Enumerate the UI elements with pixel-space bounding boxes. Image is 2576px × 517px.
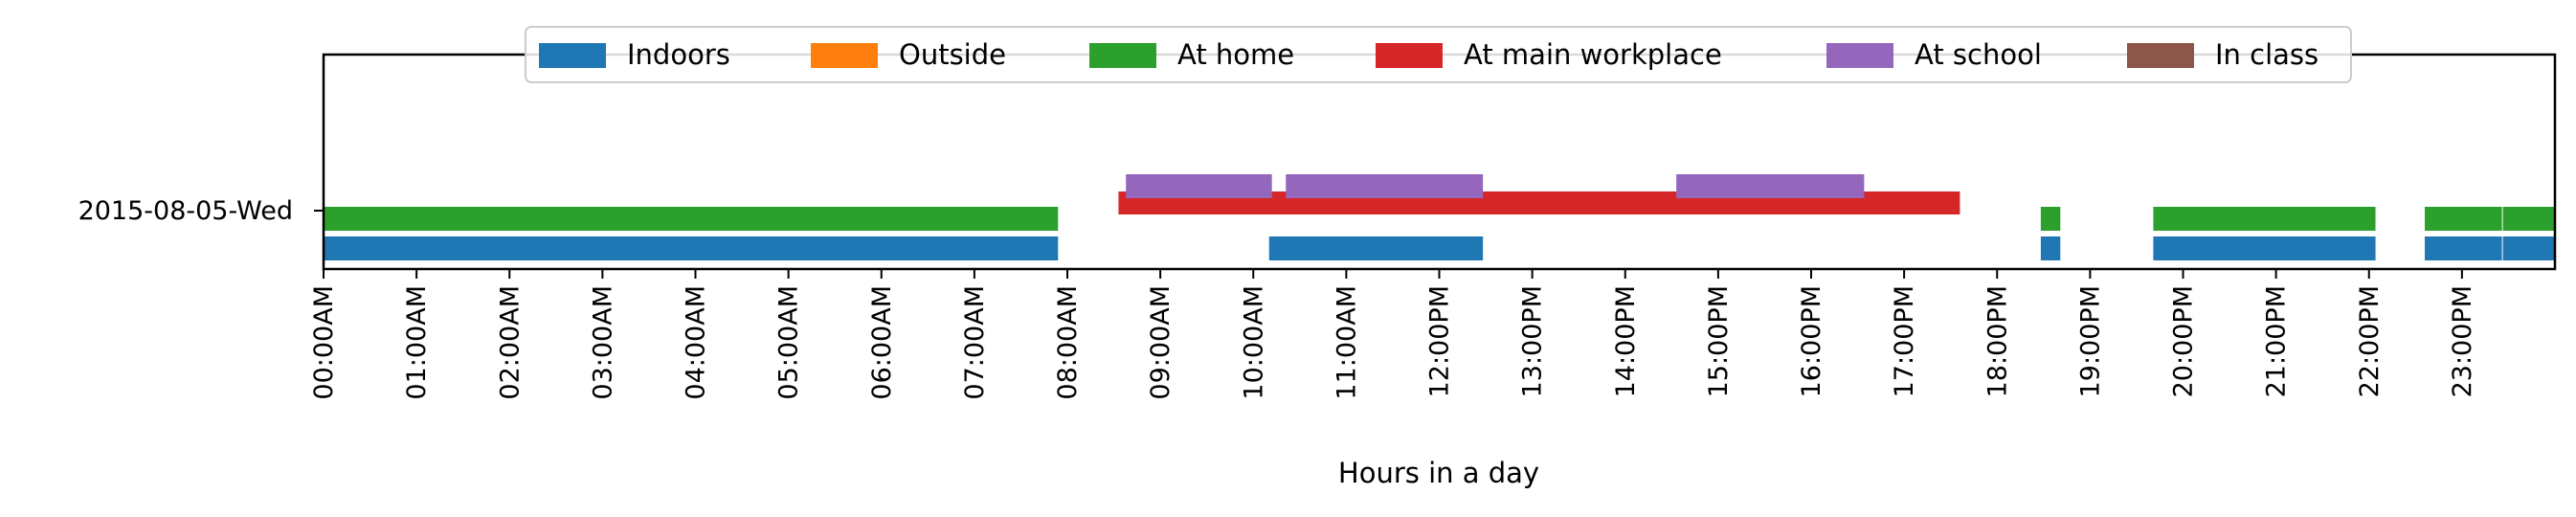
x-tick-label: 05:00AM [774, 285, 804, 400]
x-tick-label: 20:00PM [2169, 285, 2199, 397]
x-tick-label: 06:00AM [867, 285, 897, 400]
x-tick-label: 19:00PM [2075, 285, 2105, 397]
x-tick-label: 12:00PM [1425, 285, 1455, 397]
bar-at-school-2 [1676, 174, 1865, 198]
y-tick-label: 2015-08-05-Wed [78, 196, 293, 226]
legend-label: At home [1177, 38, 1294, 71]
x-tick-label: 14:00PM [1611, 285, 1641, 397]
x-axis: 00:00AM 01:00AM 02:00AM 03:00AM 04:00AM 05:00… [309, 269, 2477, 400]
x-tick-label: 21:00PM [2262, 285, 2292, 397]
x-tick-label: 13:00PM [1518, 285, 1548, 397]
x-tick-label: 16:00PM [1797, 285, 1826, 397]
legend-swatch-in-class [2127, 43, 2194, 68]
x-tick-label: 00:00AM [309, 285, 339, 400]
x-tick-label: 23:00PM [2448, 285, 2477, 397]
x-tick-label: 04:00AM [682, 285, 711, 400]
bar-indoors-3 [2153, 236, 2376, 260]
bar-indoors-1 [1268, 236, 1484, 260]
bar-at-home-0 [324, 207, 1059, 231]
legend-label: At school [1915, 38, 2042, 71]
x-tick-label: 15:00PM [1704, 285, 1734, 397]
legend-swatch-outside [811, 43, 878, 68]
x-tick-label: 01:00AM [402, 285, 432, 400]
bar-indoors-0 [324, 236, 1059, 260]
legend-label: At main workplace [1464, 38, 1722, 71]
legend-label: Outside [899, 38, 1006, 71]
bar-at-home-3 [2425, 207, 2502, 231]
x-axis-label: Hours in a day [1338, 457, 1539, 489]
x-tick-label: 07:00AM [960, 285, 990, 400]
bar-at-home-1 [2040, 207, 2061, 231]
x-tick-label: 18:00PM [1982, 285, 2012, 397]
legend-swatch-indoors [539, 43, 606, 68]
x-tick-label: 10:00AM [1239, 285, 1268, 400]
bar-indoors-4 [2425, 236, 2502, 260]
bar-at-school-0 [1126, 174, 1272, 198]
legend-label: In class [2215, 38, 2318, 71]
bar-indoors-5 [2502, 236, 2555, 260]
x-tick-label: 02:00AM [495, 285, 525, 400]
legend: Indoors Outside At home At main workplace At… [525, 26, 2352, 83]
x-tick-label: 22:00PM [2355, 285, 2385, 397]
legend-swatch-at-home [1089, 43, 1156, 68]
bar-at-home-4 [2502, 207, 2555, 231]
x-tick-label: 09:00AM [1146, 285, 1176, 400]
y-axis: 2015-08-05-Wed [78, 196, 324, 226]
chart-bars [324, 174, 2555, 260]
bar-at-school-1 [1286, 174, 1484, 198]
bar-indoors-2 [2040, 236, 2061, 260]
legend-swatch-at-school [1826, 43, 1893, 68]
x-tick-label: 17:00PM [1890, 285, 1919, 397]
x-tick-label: 11:00AM [1332, 285, 1361, 400]
legend-label: Indoors [627, 38, 730, 71]
x-tick-label: 03:00AM [588, 285, 617, 400]
x-tick-label: 08:00AM [1053, 285, 1083, 400]
legend-swatch-at-main-workplace [1376, 43, 1443, 68]
bar-at-home-2 [2153, 207, 2376, 231]
